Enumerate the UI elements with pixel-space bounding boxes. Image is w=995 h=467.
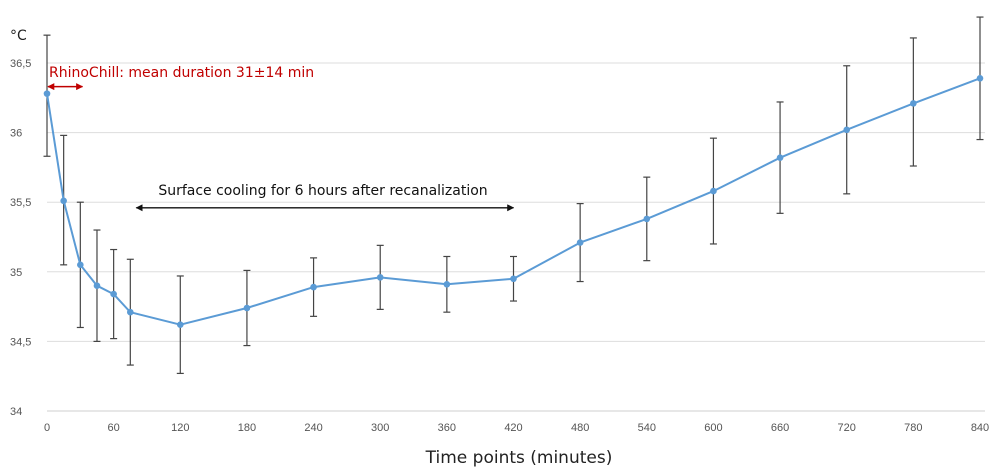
data-point [576, 239, 584, 246]
y-tick-label: 36,5 [10, 58, 31, 70]
data-point [60, 197, 67, 205]
y-tick-label: 36 [10, 128, 22, 140]
x-tick-label: 420 [504, 422, 522, 434]
data-point [310, 283, 317, 291]
y-axis-label: °C [10, 28, 27, 44]
y-tick-label: 34 [10, 406, 22, 418]
data-point [376, 274, 384, 281]
data-point [93, 282, 101, 290]
x-tick-label: 600 [704, 422, 722, 434]
data-point [77, 261, 84, 269]
grid-lines [47, 62, 985, 412]
y-axis-tick-labels: 34 34,5 35 35,5 36 36,5 [10, 58, 31, 418]
annotations: RhinoChill: mean duration 31±14 min Surfa… [47, 65, 515, 212]
x-tick-label: 120 [171, 422, 189, 434]
data-point [43, 90, 51, 97]
x-tick-label: 360 [438, 422, 456, 434]
rhinochill-annotation: RhinoChill: mean duration 31±14 min [49, 65, 314, 81]
x-tick-label: 840 [971, 422, 989, 434]
y-tick-label: 34,5 [10, 336, 31, 348]
data-series [43, 75, 984, 328]
data-point [510, 275, 517, 283]
data-point [110, 290, 117, 298]
data-point [710, 187, 717, 195]
x-tick-label: 240 [304, 422, 322, 434]
x-tick-label: 780 [904, 422, 922, 434]
x-tick-label: 0 [44, 422, 50, 434]
x-tick-label: 60 [108, 422, 120, 434]
data-point [776, 154, 784, 161]
x-axis-label: Time points (minutes) [425, 448, 613, 467]
data-point [643, 215, 651, 223]
data-point [127, 308, 134, 316]
data-point [976, 75, 984, 82]
x-tick-label: 180 [238, 422, 256, 434]
x-axis-tick-labels: 0 60 120 180 240 300 360 420 480 540 600 660 720 780 8… [44, 422, 989, 434]
x-tick-label: 480 [571, 422, 589, 434]
data-point [443, 281, 451, 288]
data-point [243, 304, 251, 312]
y-tick-label: 35 [10, 267, 22, 279]
x-tick-label: 540 [638, 422, 656, 434]
surface-cooling-annotation: Surface cooling for 6 hours after recana… [158, 183, 487, 199]
x-tick-label: 720 [838, 422, 856, 434]
y-tick-label: 35,5 [10, 197, 31, 209]
x-tick-label: 660 [771, 422, 789, 434]
data-point [176, 321, 184, 328]
x-tick-label: 300 [371, 422, 389, 434]
data-point [843, 126, 851, 134]
data-point [910, 100, 917, 107]
